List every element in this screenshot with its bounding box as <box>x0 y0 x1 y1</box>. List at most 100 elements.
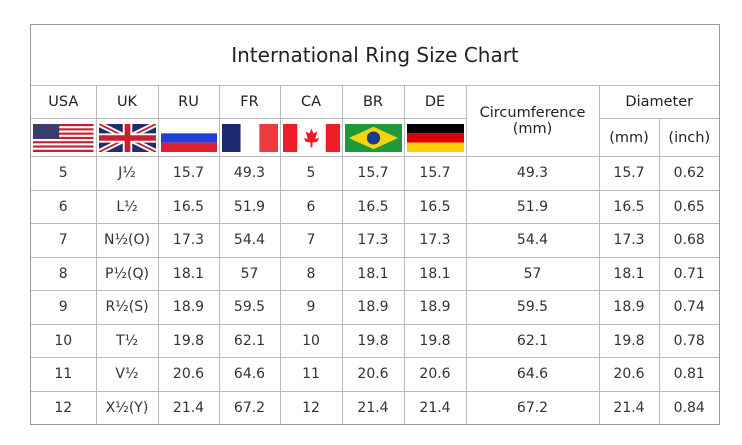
cell-circumference: 62.1 <box>465 323 600 358</box>
header-uk: UK <box>95 86 159 119</box>
cell-uk: L½ <box>95 189 159 224</box>
cell-ru: 18.1 <box>157 256 220 291</box>
table-row: 7 N½(O) 17.3 54.4 7 17.3 17.3 54.4 17.3 0.68 <box>31 223 720 258</box>
cell-uk: R½(S) <box>95 290 159 325</box>
cell-br: 16.5 <box>341 189 405 224</box>
cell-fr: 62.1 <box>218 323 281 358</box>
header-usa: USA <box>31 86 97 119</box>
cell-ca: 8 <box>279 256 343 291</box>
header-de: DE <box>403 86 467 119</box>
cell-de: 15.7 <box>403 156 467 191</box>
circumference-label: Circumference <box>479 105 586 121</box>
cell-diameter-inch: 0.81 <box>658 357 720 392</box>
cell-de: 16.5 <box>403 189 467 224</box>
cell-ru: 21.4 <box>157 390 220 424</box>
header-diameter: Diameter <box>598 86 720 119</box>
cell-ru: 15.7 <box>157 156 220 191</box>
cell-ru: 16.5 <box>157 189 220 224</box>
cell-br: 18.9 <box>341 290 405 325</box>
cell-uk: J½ <box>95 156 159 191</box>
cell-diameter-inch: 0.62 <box>658 156 720 191</box>
header-fr: FR <box>218 86 281 119</box>
cell-usa: 7 <box>31 223 97 258</box>
cell-diameter-mm: 19.8 <box>598 323 660 358</box>
cell-diameter-mm: 17.3 <box>598 223 660 258</box>
cell-diameter-mm: 21.4 <box>598 390 660 424</box>
cell-circumference: 49.3 <box>465 156 600 191</box>
cell-br: 20.6 <box>341 357 405 392</box>
cell-diameter-inch: 0.68 <box>658 223 720 258</box>
table-row: 9 R½(S) 18.9 59.5 9 18.9 18.9 59.5 18.9 0.74 <box>31 290 720 325</box>
cell-de: 19.8 <box>403 323 467 358</box>
cell-usa: 6 <box>31 189 97 224</box>
cell-fr: 57 <box>218 256 281 291</box>
cell-de: 17.3 <box>403 223 467 258</box>
brazil-flag-icon <box>341 118 405 157</box>
cell-ca: 11 <box>279 357 343 392</box>
size-table: USA UK RU FR CA BR DE Circumference (mm) … <box>31 86 720 424</box>
cell-uk: V½ <box>95 357 159 392</box>
cell-diameter-inch: 0.65 <box>658 189 720 224</box>
cell-de: 18.9 <box>403 290 467 325</box>
cell-ru: 17.3 <box>157 223 220 258</box>
russia-flag-icon <box>157 118 220 157</box>
cell-diameter-mm: 15.7 <box>598 156 660 191</box>
cell-diameter-mm: 18.1 <box>598 256 660 291</box>
header-ca: CA <box>279 86 343 119</box>
cell-uk: P½(Q) <box>95 256 159 291</box>
table-row: 6 L½ 16.5 51.9 6 16.5 16.5 51.9 16.5 0.65 <box>31 189 720 224</box>
cell-br: 19.8 <box>341 323 405 358</box>
chart-title: International Ring Size Chart <box>31 25 719 86</box>
cell-diameter-mm: 16.5 <box>598 189 660 224</box>
germany-flag-icon <box>403 118 467 157</box>
cell-usa: 9 <box>31 290 97 325</box>
usa-flag-icon <box>31 118 97 157</box>
cell-br: 18.1 <box>341 256 405 291</box>
cell-usa: 12 <box>31 390 97 424</box>
cell-usa: 10 <box>31 323 97 358</box>
cell-diameter-inch: 0.84 <box>658 390 720 424</box>
table-row: 10 T½ 19.8 62.1 10 19.8 19.8 62.1 19.8 0.78 <box>31 323 720 358</box>
cell-ca: 12 <box>279 390 343 424</box>
cell-diameter-mm: 20.6 <box>598 357 660 392</box>
cell-ca: 7 <box>279 223 343 258</box>
cell-circumference: 54.4 <box>465 223 600 258</box>
cell-usa: 11 <box>31 357 97 392</box>
cell-fr: 64.6 <box>218 357 281 392</box>
cell-diameter-inch: 0.78 <box>658 323 720 358</box>
circumference-unit: (mm) <box>512 121 553 137</box>
cell-ru: 18.9 <box>157 290 220 325</box>
cell-ca: 6 <box>279 189 343 224</box>
cell-circumference: 51.9 <box>465 189 600 224</box>
cell-ru: 20.6 <box>157 357 220 392</box>
cell-br: 21.4 <box>341 390 405 424</box>
cell-diameter-inch: 0.71 <box>658 256 720 291</box>
cell-usa: 8 <box>31 256 97 291</box>
cell-fr: 59.5 <box>218 290 281 325</box>
cell-uk: T½ <box>95 323 159 358</box>
cell-de: 18.1 <box>403 256 467 291</box>
cell-fr: 51.9 <box>218 189 281 224</box>
cell-de: 20.6 <box>403 357 467 392</box>
uk-flag-icon <box>95 118 159 157</box>
cell-ca: 9 <box>279 290 343 325</box>
header-circumference: Circumference (mm) <box>465 86 600 157</box>
table-row: 12 X½(Y) 21.4 67.2 12 21.4 21.4 67.2 21.4 0.84 <box>31 390 720 424</box>
cell-usa: 5 <box>31 156 97 191</box>
table-row: 8 P½(Q) 18.1 57 8 18.1 18.1 57 18.1 0.71 <box>31 256 720 291</box>
header-diameter-inch: (inch) <box>658 118 720 157</box>
cell-de: 21.4 <box>403 390 467 424</box>
cell-ca: 5 <box>279 156 343 191</box>
cell-ru: 19.8 <box>157 323 220 358</box>
header-ru: RU <box>157 86 220 119</box>
cell-circumference: 64.6 <box>465 357 600 392</box>
cell-br: 17.3 <box>341 223 405 258</box>
cell-circumference: 59.5 <box>465 290 600 325</box>
header-diameter-mm: (mm) <box>598 118 660 157</box>
table-row: 11 V½ 20.6 64.6 11 20.6 20.6 64.6 20.6 0.81 <box>31 357 720 392</box>
cell-diameter-inch: 0.74 <box>658 290 720 325</box>
cell-uk: X½(Y) <box>95 390 159 424</box>
cell-fr: 54.4 <box>218 223 281 258</box>
cell-br: 15.7 <box>341 156 405 191</box>
cell-fr: 49.3 <box>218 156 281 191</box>
